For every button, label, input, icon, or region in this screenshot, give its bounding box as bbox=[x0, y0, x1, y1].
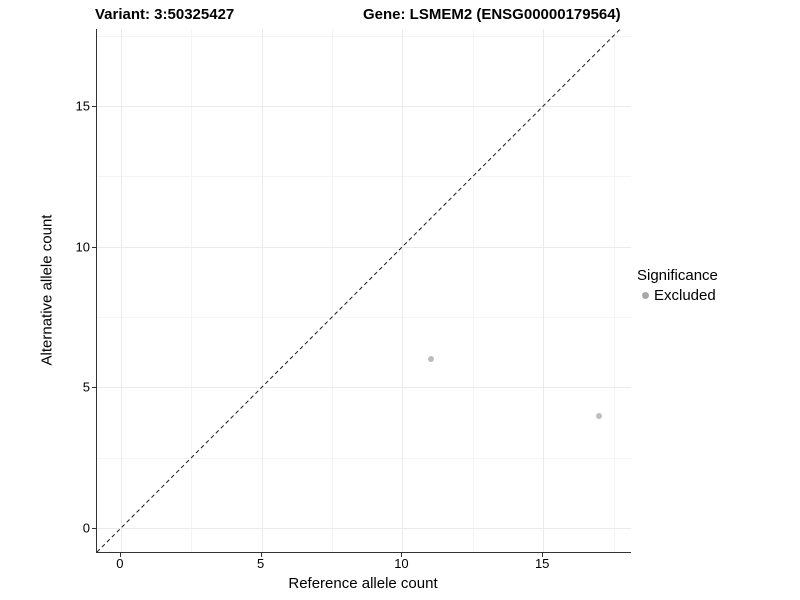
gridline-y-major bbox=[97, 106, 631, 108]
excluded-point-icon bbox=[642, 292, 649, 299]
x-tick-mark bbox=[260, 553, 262, 557]
x-tick-label: 0 bbox=[116, 556, 124, 571]
gridline-y-minor bbox=[97, 457, 631, 459]
y-tick-label: 5 bbox=[82, 379, 90, 395]
gridline-y-minor bbox=[97, 317, 631, 319]
identity-dashed-line bbox=[96, 28, 621, 553]
gridline-x-major bbox=[543, 29, 545, 552]
y-axis-title: Alternative allele count bbox=[38, 214, 56, 366]
y-tick-label: 10 bbox=[75, 239, 90, 255]
gridline-y-major bbox=[97, 387, 631, 389]
gridline-x-major bbox=[120, 29, 122, 552]
variant-title: Variant: 3:50325427 bbox=[95, 6, 235, 23]
x-tick-mark bbox=[401, 553, 403, 557]
data-point-excluded bbox=[427, 356, 434, 363]
gene-title: Gene: LSMEM2 (ENSG00000179564) bbox=[363, 6, 621, 23]
gridline-x-major bbox=[402, 29, 404, 552]
x-tick-label: 5 bbox=[257, 556, 265, 571]
x-tick-mark bbox=[542, 553, 544, 557]
plot-panel bbox=[96, 28, 631, 553]
gridline-x-minor bbox=[191, 29, 193, 552]
gridline-y-major bbox=[97, 528, 631, 530]
y-tick-mark bbox=[92, 106, 96, 108]
gridline-x-minor bbox=[332, 29, 334, 552]
y-tick-label: 0 bbox=[82, 520, 90, 536]
gridline-x-minor bbox=[613, 29, 615, 552]
gridline-y-minor bbox=[97, 176, 631, 178]
x-tick-label: 15 bbox=[534, 556, 550, 571]
legend: Significance Excluded bbox=[637, 267, 797, 304]
gridline-x-major bbox=[261, 29, 263, 552]
legend-title: Significance bbox=[637, 267, 718, 284]
y-tick-mark bbox=[92, 387, 96, 389]
data-point-excluded bbox=[596, 412, 603, 419]
y-tick-label: 15 bbox=[75, 98, 90, 114]
legend-entry-label: Excluded bbox=[654, 287, 716, 304]
gridline-y-major bbox=[97, 246, 631, 248]
legend-entry-excluded: Excluded bbox=[637, 287, 797, 304]
gridline-x-minor bbox=[472, 29, 474, 552]
x-axis-title: Reference allele count bbox=[288, 575, 438, 592]
x-tick-label: 10 bbox=[394, 556, 409, 571]
x-tick-mark bbox=[119, 553, 121, 557]
y-tick-mark bbox=[92, 246, 96, 248]
y-tick-mark bbox=[92, 528, 96, 530]
gridline-y-minor bbox=[97, 35, 631, 37]
